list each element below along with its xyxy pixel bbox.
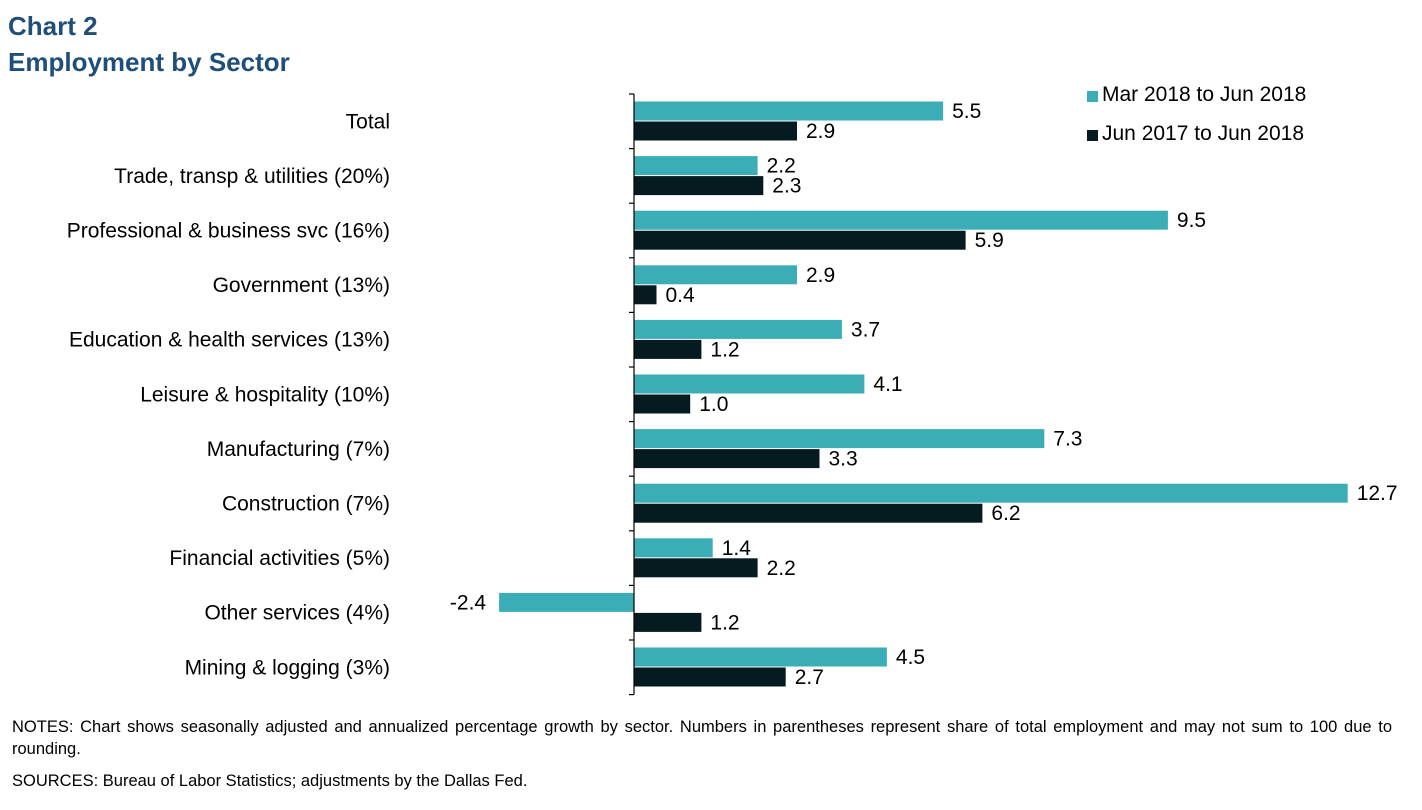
- category-label: Other services (4%): [204, 602, 390, 625]
- bar: [634, 374, 865, 394]
- bar: [634, 503, 983, 523]
- bar: [634, 156, 758, 176]
- value-labels: 5.5 2.2 9.5 2.9 3.7 4.1 7.3 12.7 1.4 -2.4 4.5 2.9 2.…: [450, 100, 1398, 689]
- data-label: 1.2: [710, 338, 739, 361]
- bar: [634, 667, 786, 687]
- data-label: 2.9: [806, 264, 835, 287]
- chart-title-line1: Chart 2: [8, 11, 98, 41]
- category-label: Trade, transp & utilities (20%): [114, 165, 390, 188]
- category-label: Manufacturing (7%): [207, 438, 390, 461]
- bar-chart: Total Trade, transp & utilities (20%) Prof…: [67, 83, 1398, 696]
- data-label: 1.2: [710, 611, 739, 634]
- legend-swatch: [1087, 130, 1098, 141]
- bar: [634, 558, 758, 578]
- bar: [634, 121, 797, 141]
- bar: [634, 210, 1168, 230]
- data-label: 2.3: [772, 175, 801, 198]
- bar: [634, 101, 944, 121]
- bar: [634, 538, 713, 558]
- bar: [634, 265, 797, 285]
- data-label: 2.7: [795, 666, 824, 689]
- bar: [634, 449, 820, 469]
- category-label: Education & health services (13%): [69, 329, 390, 352]
- bar: [499, 592, 634, 612]
- data-label: 4.5: [896, 646, 925, 669]
- legend: Mar 2018 to Jun 2018 Jun 2017 to Jun 2018: [1087, 83, 1306, 145]
- data-label: 7.3: [1053, 428, 1082, 451]
- data-label: 5.5: [952, 100, 981, 123]
- data-label: -2.4: [450, 591, 487, 614]
- category-label: Financial activities (5%): [169, 547, 390, 570]
- bar: [634, 394, 691, 414]
- legend-label: Mar 2018 to Jun 2018: [1102, 83, 1306, 106]
- data-label: 1.4: [722, 537, 752, 560]
- category-label: Professional & business svc (16%): [67, 220, 390, 243]
- chart-title: Chart 2 Employment by Sector: [8, 8, 290, 80]
- bar: [634, 483, 1348, 503]
- data-label: 5.9: [975, 229, 1004, 252]
- bar: [634, 230, 966, 250]
- bar: [634, 176, 764, 196]
- bar: [634, 647, 887, 667]
- category-label: Mining & logging (3%): [185, 656, 390, 679]
- data-label: 2.2: [767, 557, 796, 580]
- data-label: 3.7: [851, 318, 880, 341]
- bar: [634, 319, 842, 339]
- data-label: 0.4: [666, 284, 696, 307]
- data-label: 1.0: [699, 393, 728, 416]
- data-label: 9.5: [1177, 209, 1206, 232]
- data-label: 2.9: [806, 120, 835, 143]
- data-label: 3.3: [829, 448, 858, 471]
- data-label: 6.2: [991, 502, 1020, 525]
- category-label: Construction (7%): [222, 493, 390, 516]
- category-label: Total: [346, 110, 390, 133]
- bar: [634, 285, 657, 305]
- legend-swatch: [1087, 91, 1098, 102]
- bar: [634, 612, 702, 632]
- data-label: 4.1: [873, 373, 902, 396]
- chart-title-line2: Employment by Sector: [8, 47, 290, 77]
- category-label: Leisure & hospitality (10%): [140, 383, 390, 406]
- category-labels: Total Trade, transp & utilities (20%) Prof…: [67, 110, 390, 679]
- data-label: 12.7: [1357, 482, 1398, 505]
- data-label: 2.2: [767, 155, 796, 178]
- bars-layer: [499, 101, 1348, 687]
- bar: [634, 429, 1045, 449]
- axis-layer: [629, 93, 635, 696]
- bar: [634, 339, 702, 359]
- chart-sources: SOURCES: Bureau of Labor Statistics; adj…: [12, 772, 528, 790]
- legend-label: Jun 2017 to Jun 2018: [1102, 122, 1304, 145]
- category-label: Government (13%): [213, 274, 390, 297]
- chart-notes: NOTES: Chart shows seasonally adjusted a…: [12, 718, 1392, 758]
